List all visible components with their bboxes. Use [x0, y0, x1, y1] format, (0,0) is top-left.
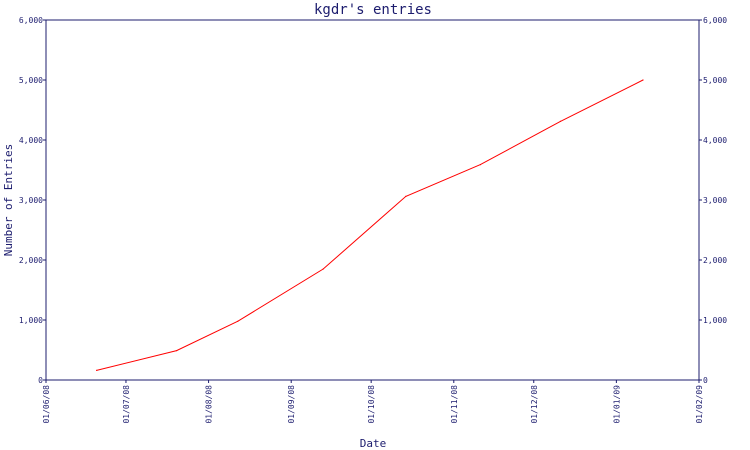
x-tick-label: 01/12/08	[530, 385, 539, 424]
data-point	[322, 268, 324, 270]
x-tick-label: 01/09/08	[287, 385, 296, 424]
x-tick-label: 01/06/08	[42, 385, 51, 424]
chart-title: kgdr's entries	[314, 2, 432, 18]
data-point	[479, 164, 481, 166]
x-tick-label: 01/01/09	[612, 385, 621, 424]
ticks	[43, 19, 702, 383]
y-tick-label-right: 4,000	[703, 136, 727, 145]
data-point	[237, 320, 239, 322]
y-tick-label-left: 5,000	[19, 76, 43, 85]
y-tick-label-right: 0	[703, 376, 708, 385]
data-point	[96, 369, 98, 371]
y-tick-label-left: 4,000	[19, 136, 43, 145]
y-tick-label-right: 3,000	[703, 196, 727, 205]
x-tick-label: 01/08/08	[205, 385, 214, 424]
data-point	[559, 120, 562, 122]
data-point	[642, 79, 644, 81]
x-tick-label: 01/02/09	[695, 385, 704, 424]
y-axis-title: Number of Entries	[2, 144, 15, 257]
series-line	[96, 79, 644, 371]
tick-labels: 0 0 1,000 1,000 2,000 2,000 3,000 3,000 4,000 4,0…	[19, 16, 727, 424]
data-point	[176, 350, 178, 352]
x-tick-label: 01/10/08	[367, 385, 376, 424]
y-tick-label-right: 1,000	[703, 316, 727, 325]
y-tick-label-right: 6,000	[703, 16, 727, 25]
x-tick-label: 01/07/08	[122, 385, 131, 424]
series	[96, 79, 644, 371]
y-tick-label-left: 3,000	[19, 196, 43, 205]
data-point	[405, 195, 407, 197]
y-tick-label-left: 2,000	[19, 256, 43, 265]
x-tick-label: 01/11/08	[450, 385, 459, 424]
y-tick-label-left: 1,000	[19, 316, 43, 325]
y-tick-label-right: 5,000	[703, 76, 727, 85]
y-tick-label-left: 0	[38, 376, 43, 385]
y-tick-label-right: 2,000	[703, 256, 727, 265]
y-tick-label-left: 6,000	[19, 16, 43, 25]
plot-frame	[45, 19, 700, 381]
x-axis-title: Date	[360, 437, 387, 450]
